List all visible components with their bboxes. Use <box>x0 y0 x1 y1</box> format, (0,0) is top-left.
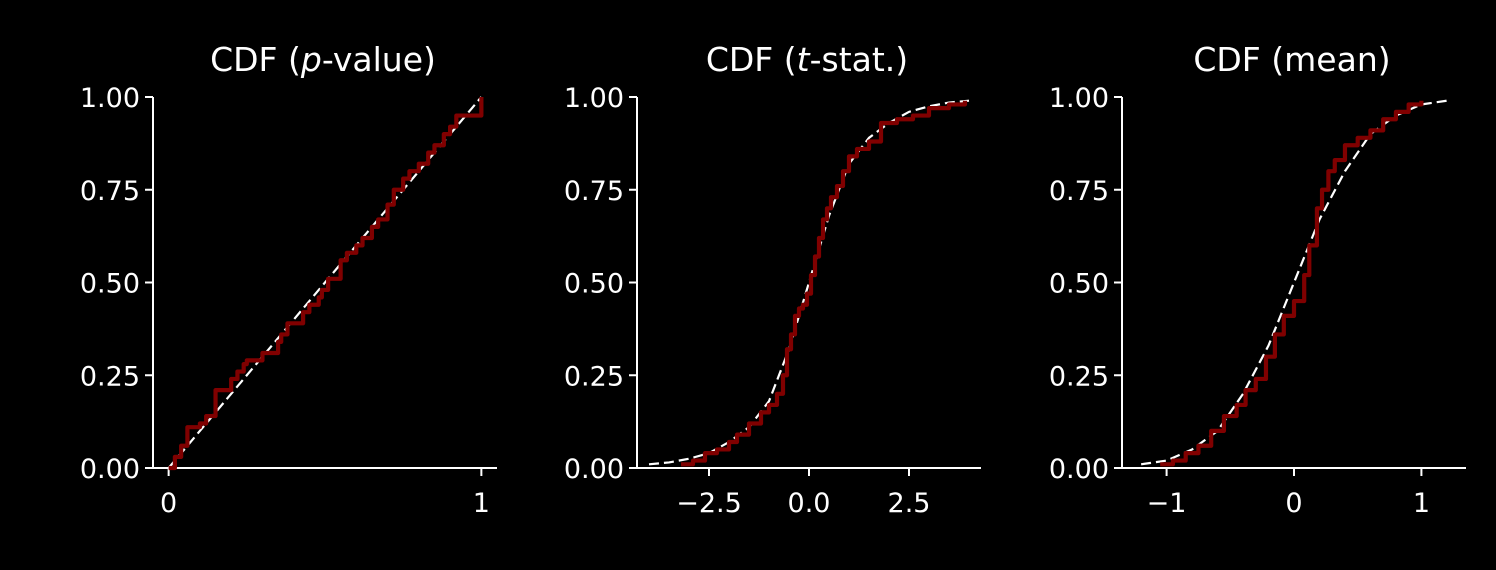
x-tick-label: 1 <box>473 488 490 519</box>
panel-3: CDF (mean) 0.00 0.25 0.50 0.75 1.00 −1 0 1 <box>1049 40 1466 519</box>
y-tick-label: 0.50 <box>80 269 140 300</box>
y-tick-label: 1.00 <box>564 83 624 114</box>
empirical-cdf-line <box>681 100 968 467</box>
chart-title-part: CDF ( <box>210 40 301 79</box>
chart-title: CDF (p-value) <box>210 40 436 79</box>
x-tick-label: 0 <box>160 488 177 519</box>
y-tick-label: 0.00 <box>80 454 140 485</box>
y-tick-label: 1.00 <box>80 83 140 114</box>
x-tick-label: 0.0 <box>788 488 831 519</box>
y-tick-label: 0.50 <box>564 269 624 300</box>
chart-title-part: CDF (mean) <box>1193 40 1390 79</box>
chart-title-part: p <box>300 40 322 79</box>
chart-title: CDF (t-stat.) <box>706 40 908 79</box>
chart-title-part: -stat.) <box>810 40 909 79</box>
empirical-cdf-line <box>168 97 484 471</box>
x-tick-label: −1 <box>1147 488 1187 519</box>
x-tick-label: 0 <box>1285 488 1302 519</box>
y-tick-label: 0.25 <box>1049 361 1109 392</box>
y-tick-label: 0.75 <box>80 176 140 207</box>
y-tick-label: 0.00 <box>564 454 624 485</box>
y-tick-label: 0.50 <box>1049 269 1109 300</box>
x-tick-label: 2.5 <box>888 488 931 519</box>
theoretical-cdf-line <box>167 96 483 469</box>
chart-title: CDF (mean) <box>1193 40 1390 79</box>
x-tick-label: −2.5 <box>676 488 742 519</box>
chart-title-part: CDF ( <box>706 40 797 79</box>
y-tick-label: 0.25 <box>564 361 624 392</box>
y-tick-label: 0.75 <box>564 176 624 207</box>
theoretical-cdf-line <box>648 99 970 466</box>
y-tick-label: 0.75 <box>1049 176 1109 207</box>
panel-1: CDF (p-value) 0.00 0.25 0.50 0.75 1.00 0 1 <box>80 40 497 519</box>
x-tick-label: 1 <box>1413 488 1430 519</box>
y-tick-label: 0.25 <box>80 361 140 392</box>
y-tick-label: 1.00 <box>1049 83 1109 114</box>
y-tick-label: 0.00 <box>1049 454 1109 485</box>
theoretical-cdf-line <box>1140 99 1448 466</box>
chart-title-part: t <box>797 40 811 79</box>
chart-title-part: -value) <box>322 40 436 79</box>
empirical-cdf-line <box>1160 100 1424 467</box>
panel-2: CDF (t-stat.) 0.00 0.25 0.50 0.75 1.00 −2.5 0.0… <box>564 40 981 519</box>
